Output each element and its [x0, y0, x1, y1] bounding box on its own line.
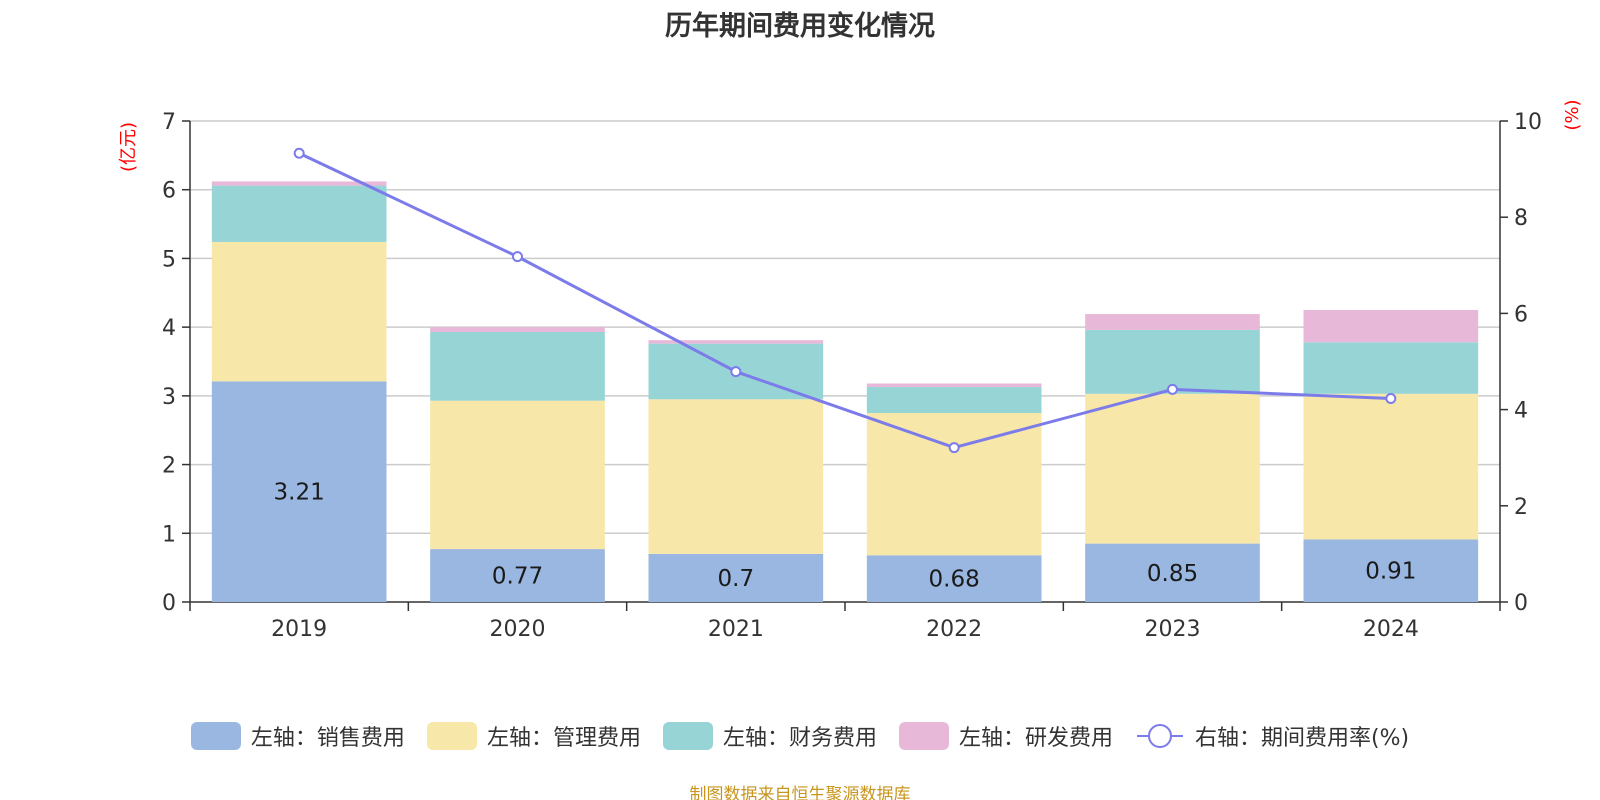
expense-rate-line	[298, 151, 1391, 450]
left-axis-tick-label: 4	[162, 316, 176, 341]
left-axis-tick-label: 2	[162, 454, 176, 479]
expense-rate-point	[1167, 383, 1178, 395]
legend-label: 左轴：管理费用	[486, 726, 641, 751]
left-axis-tick-label: 0	[162, 591, 176, 616]
x-axis-tick-label: 2021	[708, 617, 764, 642]
bar-segment-2	[648, 399, 824, 554]
legend-item-2[interactable]: 左轴：管理费用	[426, 720, 641, 752]
bar-segment-4	[211, 181, 387, 186]
bar-segment-1	[1085, 543, 1260, 602]
legend-label: 左轴：销售费用	[250, 726, 405, 751]
expense-rate-point	[512, 251, 523, 263]
x-axis-tick-label: 2022	[926, 617, 982, 642]
left-axis-unit: (亿元)	[118, 122, 139, 172]
chart-title: 历年期间费用变化情况	[665, 11, 935, 42]
expense-rate-point	[293, 147, 305, 159]
bar-segment-3	[430, 331, 605, 401]
right-axis-tick-label: 4	[1514, 399, 1528, 424]
source-note: 制图数据来自恒生聚源数据库	[689, 785, 911, 800]
legend-item-3[interactable]: 左轴：财务费用	[662, 720, 877, 752]
bar-segment-2	[1085, 393, 1260, 544]
bar-segment-4	[1085, 314, 1260, 330]
left-axis-tick-label: 6	[162, 179, 176, 204]
bar-segment-3	[211, 185, 387, 242]
bar-segment-2	[1303, 393, 1479, 540]
bar-segment-4	[866, 383, 1042, 387]
bar-data-label: 0.91	[1365, 559, 1416, 585]
x-axis-tick-label: 2023	[1145, 617, 1201, 642]
legend-label: 右轴：期间费用率(%)	[1194, 726, 1410, 751]
bar-segment-3	[1303, 342, 1479, 394]
legend-label: 左轴：研发费用	[958, 726, 1113, 751]
bar-segment-2	[866, 413, 1042, 556]
bar-segment-1	[430, 549, 605, 602]
right-axis-tick-label: 2	[1514, 495, 1528, 520]
x-axis-tick-label: 2020	[490, 617, 546, 642]
right-axis-tick-label: 6	[1514, 302, 1528, 327]
bar-segment-2	[430, 400, 605, 550]
legend-swatch	[898, 722, 949, 750]
legend-item-5[interactable]: 右轴：期间费用率(%)	[1135, 720, 1409, 752]
expense-rate-point	[730, 366, 742, 378]
left-axis-tick-label: 7	[162, 110, 176, 135]
bar-segment-3	[866, 386, 1042, 414]
bar-data-label: 0.7	[718, 566, 755, 592]
legend: 左轴：销售费用 左轴：管理费用 左轴：财务费用 左轴：研发费用 右轴：期间费用率(%)	[0, 720, 1600, 752]
expense-rate-point	[948, 442, 960, 454]
bar-segment-4	[1303, 309, 1479, 343]
bar-data-label: 3.21	[274, 480, 325, 506]
left-axis-tick-label: 5	[162, 247, 176, 272]
right-axis-tick-label: 10	[1514, 110, 1542, 135]
bar-segment-1	[648, 553, 824, 602]
right-axis-tick-label: 0	[1514, 591, 1528, 616]
legend-item-4[interactable]: 左轴：研发费用	[898, 720, 1113, 752]
legend-swatch	[426, 722, 477, 750]
bar-segment-4	[430, 327, 605, 332]
legend-line-marker	[1136, 724, 1183, 748]
x-axis-tick-label: 2019	[271, 617, 327, 642]
bar-data-label: 0.85	[1147, 561, 1198, 587]
expense-rate-point	[1385, 393, 1397, 405]
bar-segment-1	[1303, 539, 1479, 602]
legend-label: 左轴：财务费用	[722, 726, 877, 751]
bar-segment-1	[866, 555, 1042, 602]
bar-segment-3	[1085, 329, 1260, 394]
legend-item-1[interactable]: 左轴：销售费用	[190, 720, 405, 752]
bar-segment-1	[211, 381, 387, 602]
bar-segment-4	[648, 340, 824, 344]
bar-segment-2	[211, 241, 387, 382]
legend-swatch	[190, 722, 241, 750]
left-axis-tick-label: 1	[162, 522, 176, 547]
bar-data-label: 0.77	[492, 564, 543, 590]
right-axis-unit: (%)	[1562, 99, 1583, 130]
x-axis-tick-label: 2024	[1363, 617, 1419, 642]
left-axis-tick-label: 3	[162, 385, 176, 410]
legend-swatch	[662, 722, 713, 750]
right-axis-tick-label: 8	[1514, 206, 1528, 231]
bar-data-label: 0.68	[929, 567, 980, 593]
